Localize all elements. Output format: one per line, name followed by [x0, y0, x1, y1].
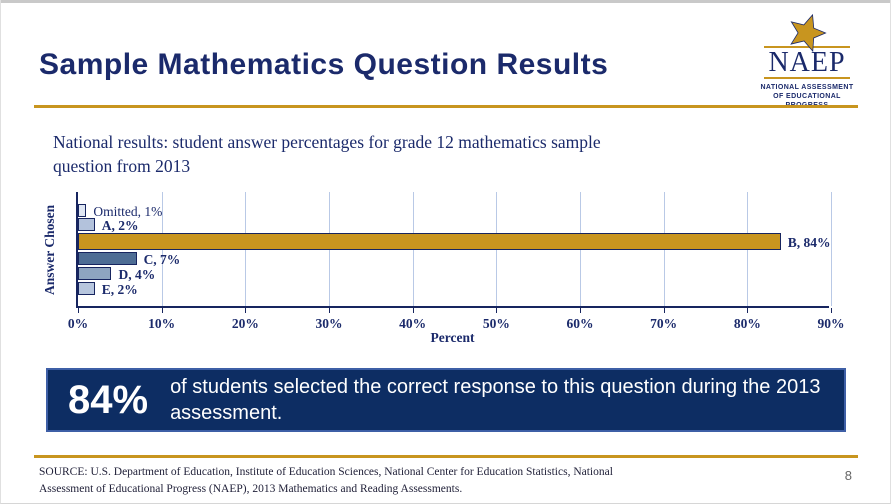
- bar-b: [78, 233, 781, 250]
- source-line2: Assessment of Educational Progress (NAEP…: [39, 482, 463, 495]
- x-tick-label: 40%: [399, 316, 427, 331]
- chart-subtitle: National results: student answer percent…: [53, 132, 601, 176]
- bar-a: [78, 218, 95, 231]
- axis-tick: [747, 308, 749, 313]
- logo-tagline-line2: OF EDUCATIONAL: [773, 93, 841, 101]
- bar-label-omitted: Omitted, 1%: [93, 204, 163, 219]
- bar-e: [78, 282, 95, 295]
- axis-tick: [412, 308, 414, 313]
- axis-tick: [496, 308, 498, 313]
- y-axis-label: Answer Chosen: [42, 204, 57, 296]
- top-strip: [1, 0, 890, 3]
- bar-d: [78, 267, 112, 280]
- x-tick-label: 60%: [566, 316, 594, 331]
- logo-wordmark: NAEP: [764, 46, 850, 80]
- bar-omitted: [78, 204, 87, 217]
- bar-label-b: B, 84%: [787, 235, 831, 250]
- axis-tick: [161, 308, 163, 313]
- bar-label-a: A, 2%: [101, 218, 139, 233]
- x-tick-label: 70%: [650, 316, 678, 331]
- axis-tick: [329, 308, 330, 313]
- x-tick-label: 0%: [67, 316, 89, 331]
- bar-label-c: C, 7%: [143, 252, 181, 267]
- bar-label-d: D, 4%: [118, 267, 156, 282]
- axis-tick: [78, 308, 79, 313]
- plot-area: 0% 10% 20% 30% 40% 50% 60% 70% 80% 90% Omitted, 1%…: [68, 192, 845, 331]
- bar-c: [78, 252, 137, 265]
- axis-tick: [663, 308, 665, 313]
- page-number: 8: [844, 468, 852, 483]
- x-tick-label: 30%: [315, 316, 343, 331]
- source-note: SOURCE: U.S. Department of Education, In…: [39, 464, 759, 497]
- x-tick-label: 90%: [817, 316, 845, 331]
- callout-text: of students selected the correct respons…: [170, 376, 821, 424]
- x-tick-label: 20%: [231, 316, 259, 331]
- bar-label-e: E, 2%: [101, 282, 138, 297]
- page-title: Sample Mathematics Question Results: [39, 48, 609, 81]
- x-tick-label: 10%: [148, 316, 176, 331]
- x-tick-label: 50%: [482, 316, 510, 331]
- gridline: [831, 192, 832, 306]
- callout-box: 84% of students selected the correct res…: [46, 368, 846, 432]
- title-divider: [34, 105, 858, 108]
- star-icon: [752, 12, 862, 53]
- footer-divider: [34, 455, 858, 458]
- source-line1: SOURCE: U.S. Department of Education, In…: [39, 466, 613, 478]
- naep-logo: NAEP NATIONAL ASSESSMENT OF EDUCATIONAL …: [752, 12, 862, 110]
- x-axis-label: Percent: [430, 330, 475, 345]
- axis-tick: [831, 308, 832, 313]
- callout-stat: 84%: [68, 377, 149, 422]
- x-tick-label: 80%: [733, 316, 761, 331]
- axis-tick: [245, 308, 247, 313]
- logo-tagline-line1: NATIONAL ASSESSMENT: [760, 84, 854, 92]
- axis-tick: [580, 308, 581, 313]
